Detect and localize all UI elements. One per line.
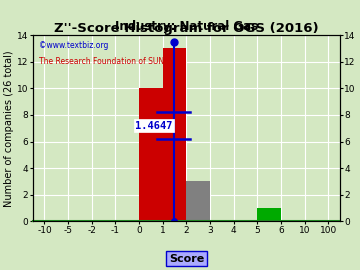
Text: Industry: Natural Gas: Industry: Natural Gas: [115, 20, 258, 33]
Text: 1.4647: 1.4647: [135, 121, 172, 131]
Bar: [257, 208, 281, 221]
Text: 1.4647: 1.4647: [135, 121, 172, 131]
Text: Score: Score: [169, 254, 204, 264]
Text: 1.4647: 1.4647: [135, 120, 172, 130]
Text: 1.4647: 1.4647: [135, 121, 172, 131]
Text: The Research Foundation of SUNY: The Research Foundation of SUNY: [39, 58, 168, 66]
Title: Z''-Score Histogram for OGS (2016): Z''-Score Histogram for OGS (2016): [54, 22, 319, 35]
Bar: [139, 88, 163, 221]
Text: ©www.textbiz.org: ©www.textbiz.org: [39, 41, 108, 50]
Y-axis label: Number of companies (26 total): Number of companies (26 total): [4, 50, 14, 207]
Text: 1.4647: 1.4647: [135, 121, 173, 131]
Bar: [163, 48, 186, 221]
Bar: [186, 181, 210, 221]
